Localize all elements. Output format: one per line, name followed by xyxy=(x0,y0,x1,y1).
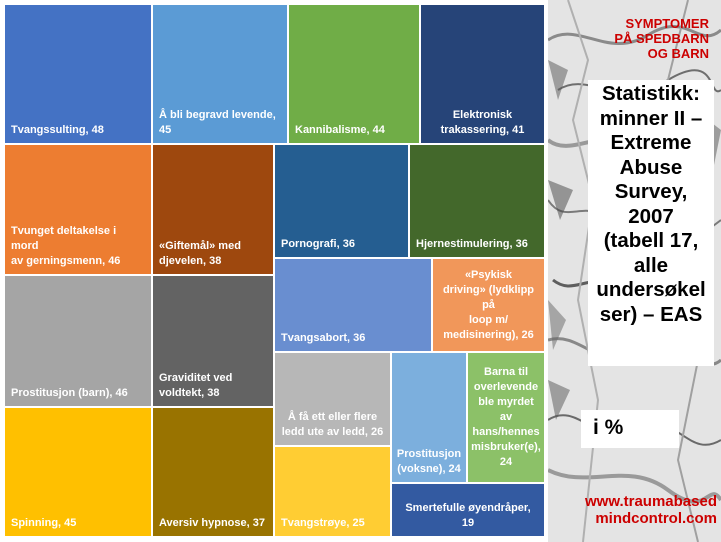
treemap-tile: Aversiv hypnose, 37 xyxy=(152,407,274,537)
title-line: ser) – EAS xyxy=(599,302,703,326)
tile-label: Å få ett eller flere ledd ute av ledd, 26 xyxy=(282,410,383,440)
tile-label: Graviditet ved voldtekt, 38 xyxy=(159,371,232,401)
tile-label-line: «Psykisk xyxy=(464,268,513,281)
tile-label-line: hans/hennes xyxy=(472,426,540,438)
header-line: SYMPTOMER xyxy=(625,16,709,31)
statistics-title-box: Statistikk: minner II – Extreme Abuse Su… xyxy=(588,80,714,366)
tile-label: Kannibalisme, 44 xyxy=(295,123,385,138)
tile-label-line: djevelen, 38 xyxy=(159,255,222,267)
website-footer: www.traumabased mindcontrol.com xyxy=(585,493,717,527)
tile-label-line: Hjernestimulering, 36 xyxy=(416,238,528,250)
tile-label-line: Tvangsabort, 36 xyxy=(281,332,366,344)
tile-label: Smertefulle øyendråper, 19 xyxy=(398,501,538,531)
tile-label-line: ble myrdet av xyxy=(478,396,534,423)
treemap-tile: Å bli begravd levende, 45 xyxy=(152,4,288,144)
tile-label-line: Pornografi, 36 xyxy=(281,238,355,250)
tile-label-line: (voksne), 24 xyxy=(397,463,461,475)
title-line: Survey, xyxy=(614,180,688,203)
tile-label-line: medisinering), 26 xyxy=(443,328,534,341)
footer-line: www.traumabased xyxy=(585,493,717,510)
tile-label-line: Tvangstrøye, 25 xyxy=(281,517,365,529)
tile-label-line: Tvangssulting, 48 xyxy=(11,124,104,136)
tile-label-line: trakassering, 41 xyxy=(440,124,525,136)
tile-label: Elektronisk trakassering, 41 xyxy=(441,108,525,138)
title-line: minner II – xyxy=(599,106,703,130)
treemap-tile: Å få ett eller flere ledd ute av ledd, 26 xyxy=(274,352,391,446)
tile-label: Tvunget deltakelse i mord av gerningsmenn… xyxy=(11,224,145,269)
treemap-chart: Tvangssulting, 48 Å bli begravd levende, … xyxy=(4,4,545,537)
tile-label-line: Graviditet ved xyxy=(159,372,233,384)
tile-label: «Psykisk driving» (lydklipp på loop m/medi… xyxy=(439,268,538,343)
treemap-tile: Spinning, 45 xyxy=(4,407,152,537)
statistics-title: Statistikk: minner II – Extreme Abuse Su… xyxy=(588,82,714,327)
tile-label-line: Spinning, 45 xyxy=(11,517,77,529)
tile-label-line: driving» (lydklipp på xyxy=(442,283,535,311)
treemap-tile: Tvangsabort, 36 xyxy=(274,258,432,352)
treemap-tile: Barna til overlevende ble myrdet av hans/he… xyxy=(467,352,545,483)
treemap-tile: Prostitusjon (barn), 46 xyxy=(4,275,152,407)
topic-header: SYMPTOMER PÅ SPEDBARN OG BARN xyxy=(614,16,709,61)
tile-label-line: voldtekt, 38 xyxy=(159,387,220,399)
tile-label-line: Å bli begravd levende, 45 xyxy=(159,109,276,136)
tile-label-line: Kannibalisme, 44 xyxy=(295,124,385,136)
unit-box: i % xyxy=(581,410,679,448)
treemap-tile: Hjernestimulering, 36 xyxy=(409,144,545,258)
tile-label: Tvangsabort, 36 xyxy=(281,331,365,346)
tile-label: Aversiv hypnose, 37 xyxy=(159,516,265,531)
treemap-tile: Tvunget deltakelse i mord av gerningsmenn… xyxy=(4,144,152,275)
treemap-tile: «Psykisk driving» (lydklipp på loop m/medi… xyxy=(432,258,545,352)
title-line: (tabell 17, xyxy=(603,229,699,252)
tile-label: Barna til overlevende ble myrdet av hans/he… xyxy=(471,365,541,470)
treemap-tile: Kannibalisme, 44 xyxy=(288,4,420,144)
header-line: PÅ SPEDBARN xyxy=(614,31,709,46)
tile-label-line: Prostitusjon (barn), 46 xyxy=(11,387,128,399)
title-line: 2007 xyxy=(628,204,674,228)
unit-label: i % xyxy=(593,416,624,439)
tile-label-line: Aversiv hypnose, 37 xyxy=(159,517,265,529)
treemap-tile: Pornografi, 36 xyxy=(274,144,409,258)
tile-label: Spinning, 45 xyxy=(11,516,76,531)
treemap-tile: Tvangssulting, 48 xyxy=(4,4,152,144)
tile-label: «Giftemål» med djevelen, 38 xyxy=(159,239,241,269)
tile-label: Prostitusjon (barn), 46 xyxy=(11,386,128,401)
treemap-tile: «Giftemål» med djevelen, 38 xyxy=(152,144,274,275)
tile-label-line: Tvunget deltakelse i mord xyxy=(11,225,117,252)
tile-label: Å bli begravd levende, 45 xyxy=(159,108,281,138)
tile-label-line: «Giftemål» med xyxy=(159,240,241,252)
footer-line: mindcontrol.com xyxy=(595,510,717,527)
tile-label: Tvangstrøye, 25 xyxy=(281,516,365,531)
title-line: Extreme xyxy=(610,131,692,154)
tile-label: Tvangssulting, 48 xyxy=(11,123,104,138)
tile-label-line: ledd ute av ledd, 26 xyxy=(281,426,384,438)
tile-label-line: Elektronisk xyxy=(452,109,513,121)
treemap-tile: Smertefulle øyendråper, 19 xyxy=(391,483,545,537)
treemap-tile: Elektronisk trakassering, 41 xyxy=(420,4,545,144)
title-line: alle xyxy=(633,253,669,277)
treemap-tile: Graviditet ved voldtekt, 38 xyxy=(152,275,274,407)
tile-label-line: Prostitusjon xyxy=(396,448,462,460)
treemap-tile: Tvangstrøye, 25 xyxy=(274,446,391,537)
tile-label-line: overlevende xyxy=(473,381,539,393)
treemap-tile: Prostitusjon (voksne), 24 xyxy=(391,352,467,483)
tile-label: Pornografi, 36 xyxy=(281,237,355,252)
tile-label-line: Å få ett eller flere xyxy=(287,411,378,423)
header-line: OG BARN xyxy=(647,46,709,61)
tile-label-line: Barna til xyxy=(484,366,529,378)
tile-label: Hjernestimulering, 36 xyxy=(416,237,528,252)
tile-label-line: 24 xyxy=(499,456,513,468)
tile-label: Prostitusjon (voksne), 24 xyxy=(397,447,461,477)
title-line: Abuse xyxy=(619,155,683,179)
tile-label-line: misbruker(e), xyxy=(471,441,541,453)
tile-label-line: loop m/ xyxy=(468,313,509,326)
tile-label-line: av gerningsmenn, 46 xyxy=(11,255,121,267)
tile-label-line: Smertefulle øyendråper, 19 xyxy=(405,502,531,529)
title-line: undersøkel xyxy=(596,278,706,301)
title-line: Statistikk: xyxy=(602,82,700,105)
